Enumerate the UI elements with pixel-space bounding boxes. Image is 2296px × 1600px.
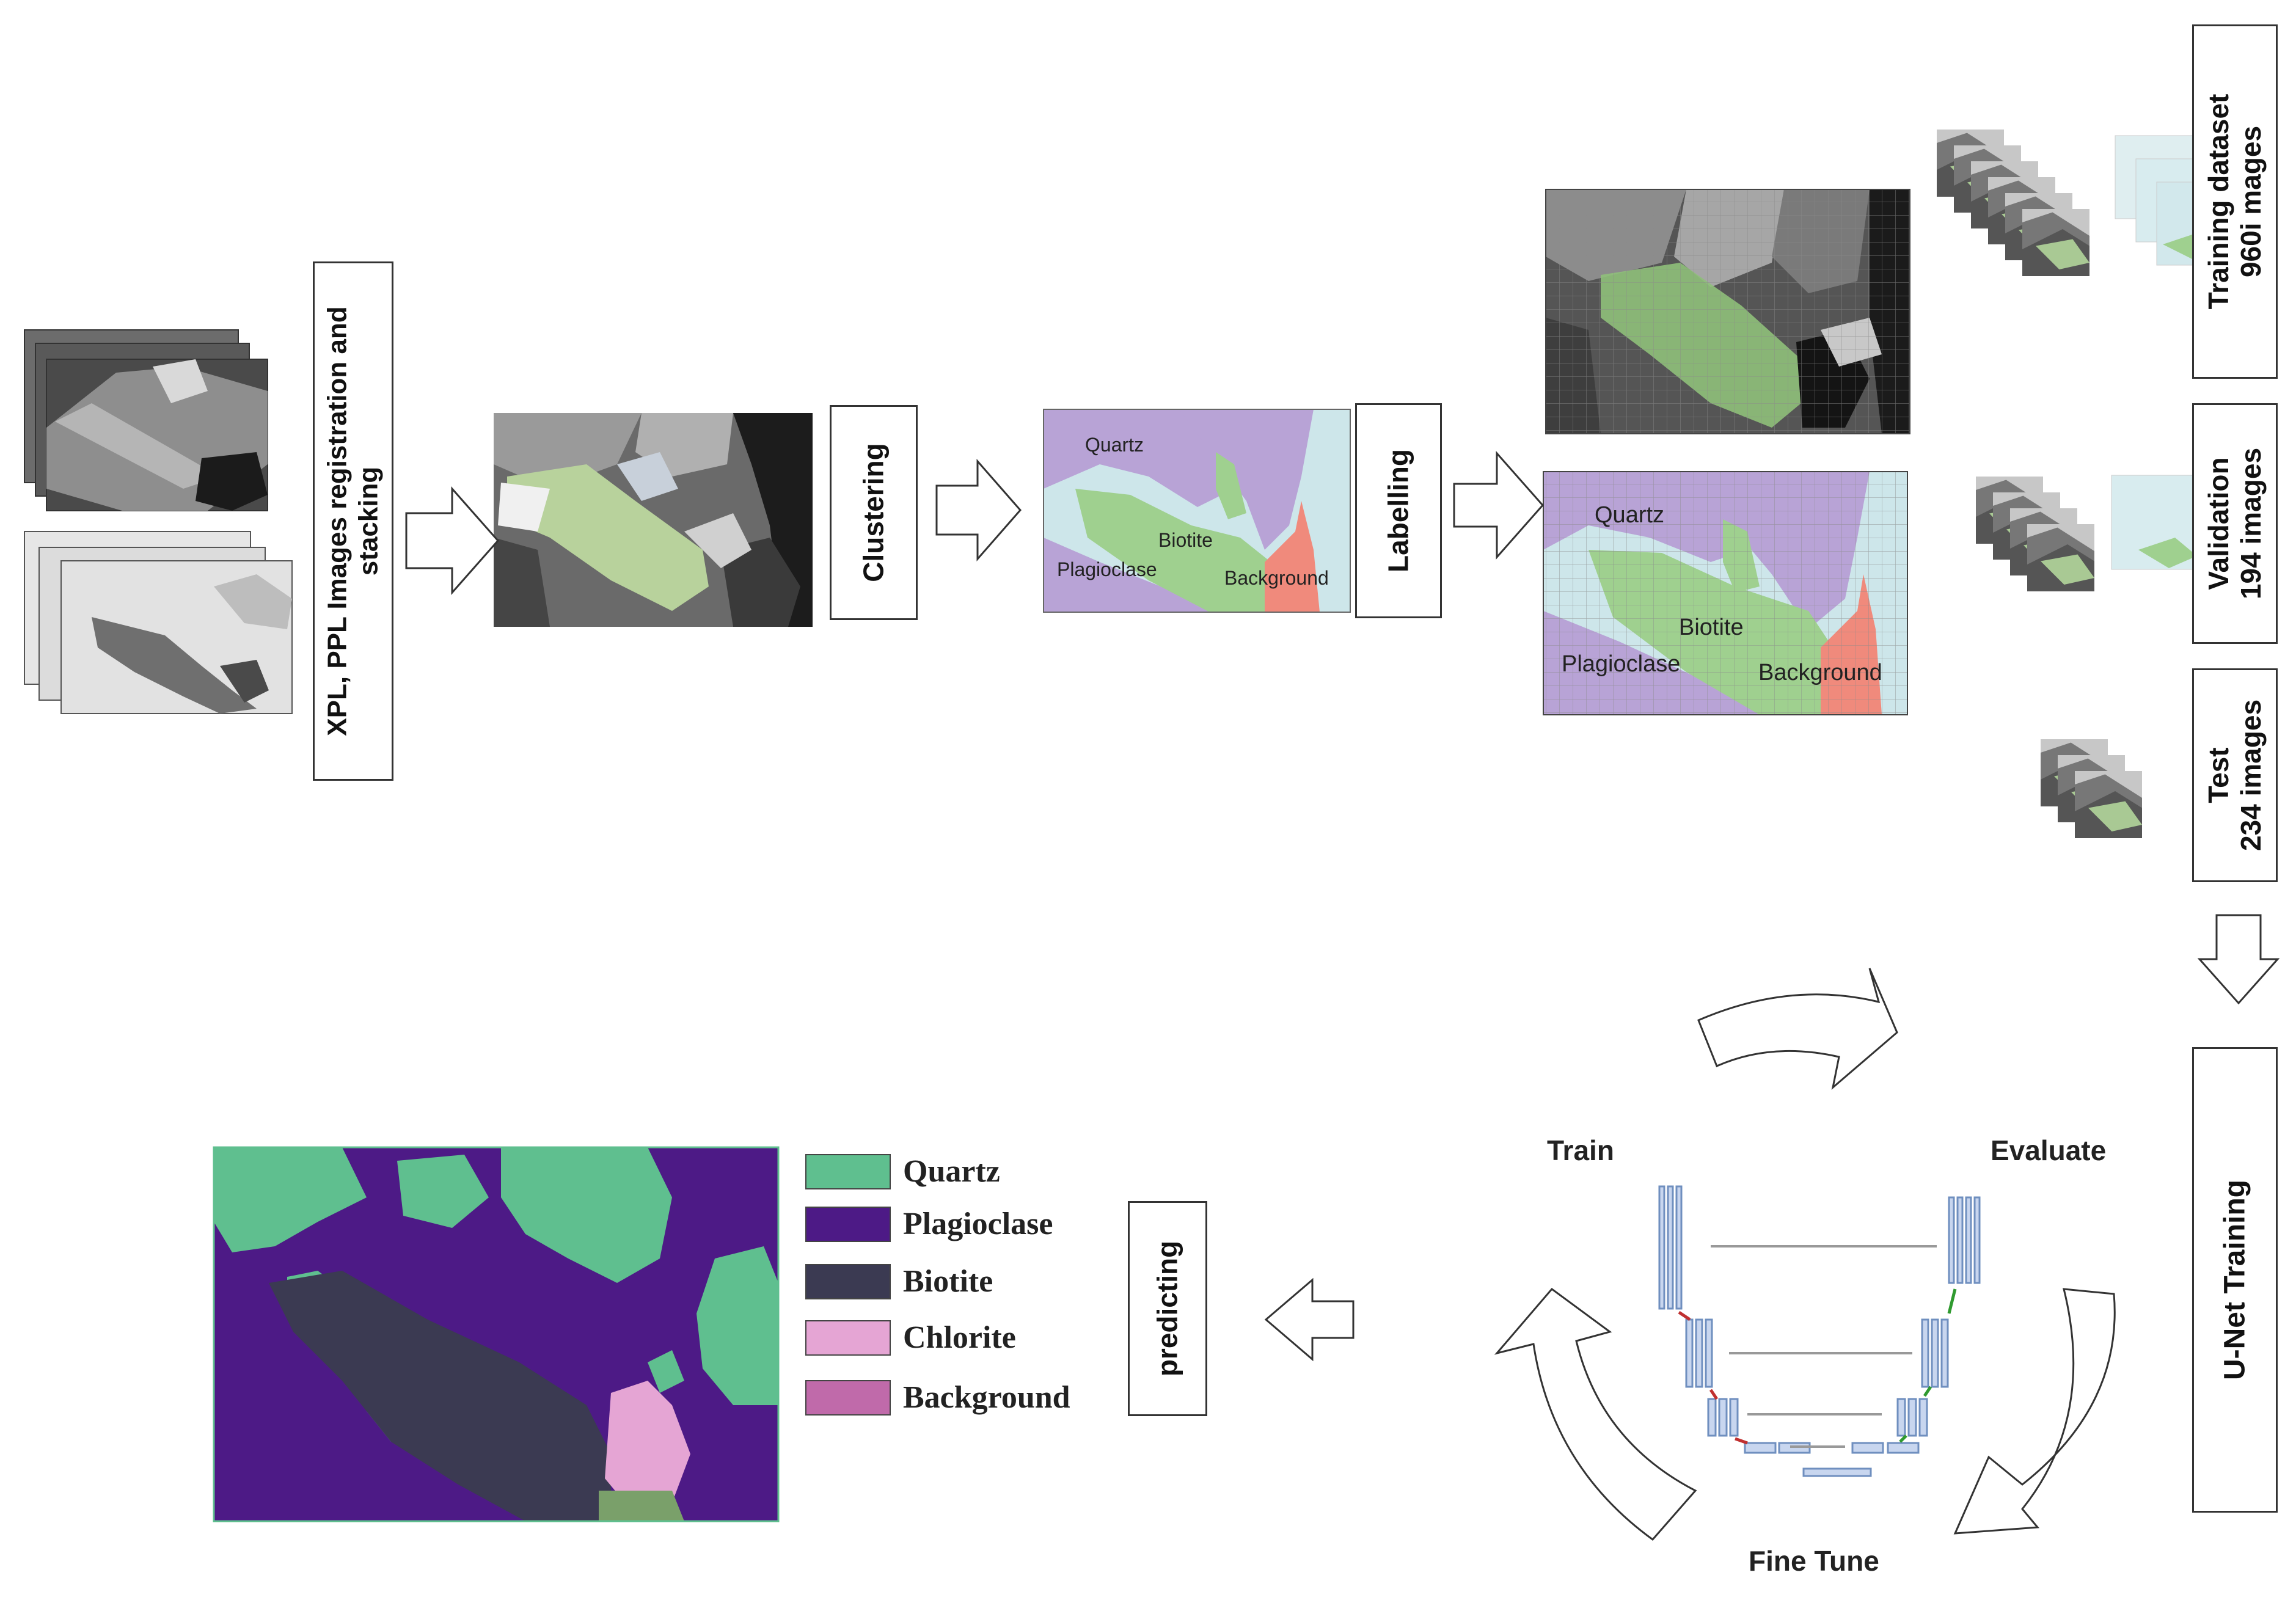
xpl-image-stack <box>24 329 268 511</box>
prediction-map <box>214 1147 778 1521</box>
training-dataset-count: 960i mages <box>2235 125 2267 278</box>
test-dataset-count: 234 images <box>2235 699 2267 852</box>
evaluate-label: Evaluate <box>1991 1134 2107 1166</box>
unet-training-label: U-Net Training <box>2218 1179 2251 1381</box>
legend-item-plagioclase: Plagioclase <box>805 1206 1053 1242</box>
ppl-image-stack <box>24 531 293 714</box>
cycle-arrow-evaluate-to-finetune <box>1953 1288 2116 1535</box>
cluster-background-label: Background <box>1224 567 1329 589</box>
arrow-to-labelled <box>1453 451 1545 560</box>
legend-label: Chlorite <box>903 1320 1016 1355</box>
registration-step-box: XPL, PPL Images registration and stackin… <box>313 261 393 781</box>
legend-label: Background <box>903 1380 1070 1415</box>
training-dataset-label: Training dataset 960i mages <box>2203 94 2267 310</box>
validation-dataset-count: 194 images <box>2235 447 2267 600</box>
legend-swatch <box>805 1263 891 1299</box>
test-dataset-label: Test 234 images <box>2203 700 2267 851</box>
clustering-step-label: Clustering <box>857 443 890 582</box>
legend-item-biotite: Biotite <box>805 1263 993 1299</box>
training-dataset-title: Training dataset <box>2203 93 2235 310</box>
clustered-image <box>1044 409 1350 612</box>
legend-swatch <box>805 1153 891 1189</box>
labelled-xpl-image <box>1546 189 1910 434</box>
legend-label: Biotite <box>903 1264 993 1299</box>
cycle-arrow-train-to-evaluate <box>1697 968 1898 1090</box>
validation-dataset-label: Validation 194 images <box>2203 448 2267 599</box>
test-dataset-title: Test <box>2203 747 2235 803</box>
validation-image-stack <box>1976 475 2198 591</box>
labelling-step-box: Labelling <box>1355 403 1442 618</box>
training-dataset-box: Training dataset 960i mages <box>2192 24 2278 379</box>
cluster-biotite-label: Biotite <box>1158 529 1213 551</box>
arrow-to-clustered <box>935 459 1022 561</box>
unet-diagram <box>1658 1185 1981 1477</box>
unet-training-box: U-Net Training <box>2192 1047 2278 1513</box>
validation-dataset-title: Validation <box>2203 457 2235 590</box>
legend-swatch <box>805 1379 891 1416</box>
legend-item-quartz: Quartz <box>805 1153 1000 1189</box>
cycle-arrow-finetune-to-train <box>1494 1287 1697 1541</box>
clustering-step-box: Clustering <box>830 405 918 620</box>
arrow-to-registered <box>405 486 500 595</box>
labelling-step-label: Labelling <box>1382 449 1414 572</box>
test-image-stack <box>2041 739 2142 838</box>
labelled-cluster-image <box>1543 472 1907 715</box>
legend-swatch <box>805 1320 891 1356</box>
predicting-step-box: predicting <box>1128 1201 1207 1416</box>
arrow-down-to-training <box>2197 914 2280 1005</box>
labelled-quartz-label: Quartz <box>1595 502 1665 528</box>
fine-tune-label: Fine Tune <box>1749 1545 1879 1577</box>
test-dataset-box: Test 234 images <box>2192 668 2278 882</box>
cluster-plagioclase-label: Plagioclase <box>1057 558 1157 580</box>
labelled-background-label: Background <box>1758 660 1882 685</box>
legend-label: Quartz <box>903 1154 1000 1189</box>
labelled-plagioclase-label: Plagioclase <box>1562 651 1681 677</box>
validation-dataset-box: Validation 194 images <box>2192 403 2278 644</box>
predicting-step-label: predicting <box>1151 1240 1183 1377</box>
legend-label: Plagioclase <box>903 1207 1053 1241</box>
legend-item-chlorite: Chlorite <box>805 1320 1016 1356</box>
labelled-biotite-label: Biotite <box>1679 615 1744 640</box>
arrow-to-prediction <box>1264 1277 1355 1362</box>
legend-swatch <box>805 1206 891 1242</box>
registration-step-label: XPL, PPL Images registration and stackin… <box>322 306 383 736</box>
legend-item-background: Background <box>805 1379 1070 1416</box>
cluster-quartz-label: Quartz <box>1085 434 1144 456</box>
registered-image <box>494 413 813 627</box>
train-label: Train <box>1547 1134 1614 1166</box>
